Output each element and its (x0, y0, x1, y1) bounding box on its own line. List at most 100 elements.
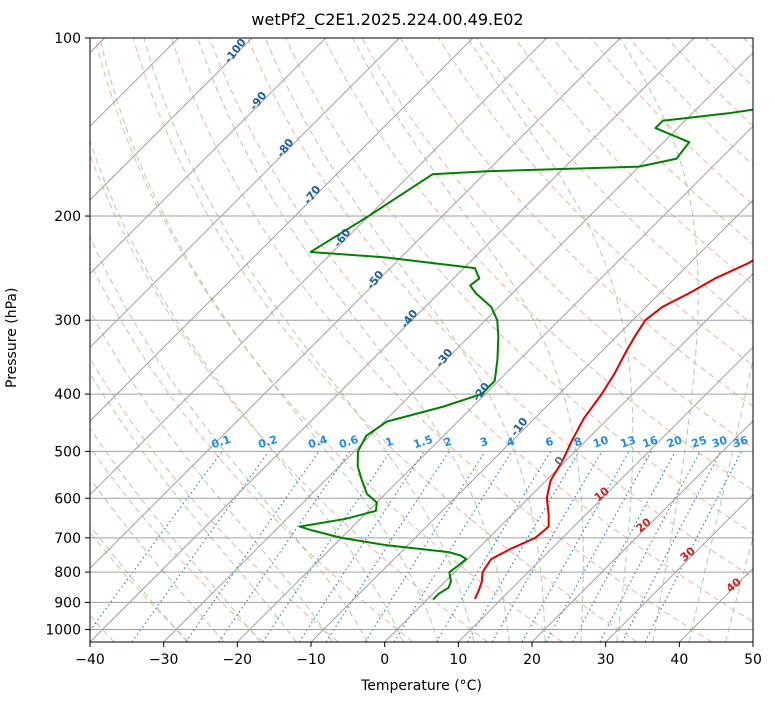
mixing-ratio-label: 2 (442, 435, 453, 450)
x-tick-label: 20 (523, 652, 541, 668)
dry-adiabat-line (90, 357, 339, 642)
dry-adiabat-line (323, 38, 753, 492)
mixing-ratio-label: 1.5 (412, 433, 435, 451)
dry-adiabat-line (628, 38, 753, 166)
dry-adiabat-line (132, 38, 638, 642)
mixing-ratio-line (435, 451, 552, 642)
mixing-ratio-label: 6 (544, 435, 556, 450)
dry-adiabat-label: -70 (301, 183, 324, 207)
mixing-ratio-label: 8 (572, 435, 583, 450)
moist-adiabat-line (619, 38, 699, 642)
mixing-ratio-line (185, 451, 320, 642)
dry-adiabat-label: -40 (398, 307, 421, 331)
mixing-ratio-label: 25 (690, 434, 709, 451)
x-tick-label: 40 (670, 652, 688, 668)
mixing-ratio-line (325, 451, 450, 642)
y-axis-label: Pressure (hPa) (4, 287, 20, 388)
y-tick-label: 1000 (45, 622, 81, 638)
dry-adiabat-line (208, 38, 753, 623)
dry-adiabat-line (743, 38, 753, 49)
x-tick-label: 30 (597, 652, 615, 668)
mixing-ratio-label: 3 (478, 435, 489, 450)
mixing-ratio-line (599, 451, 701, 642)
mixing-ratio-label: 36 (731, 433, 750, 450)
mixing-ratio-label: 4 (505, 435, 517, 450)
moist-adiabat-label: 10 (592, 484, 612, 504)
plot-frame (89, 37, 754, 643)
dry-adiabat-line (90, 261, 414, 642)
y-tick-label: 200 (54, 209, 81, 225)
x-tick-label: 50 (744, 652, 762, 668)
mixing-ratio-line (545, 451, 652, 642)
isotherm-line (531, 420, 753, 642)
x-tick-label: 0 (380, 652, 389, 668)
moist-adiabat-label: 20 (634, 515, 654, 535)
y-tick-label: 700 (54, 531, 81, 547)
x-tick-label: −40 (75, 652, 105, 668)
dry-adiabat-line (247, 38, 753, 578)
y-tick-label: 500 (54, 444, 81, 460)
x-tick-label: 10 (449, 652, 467, 668)
isotherm-line (90, 38, 179, 128)
moist-adiabat-line (90, 235, 369, 642)
mixing-ratio-label: 0.1 (210, 433, 233, 451)
isotherm-line (90, 38, 327, 275)
isotherm-line (90, 38, 253, 201)
moist-adiabat-label: 30 (678, 544, 698, 564)
isotherm-line (457, 346, 753, 642)
isotherm-line (90, 38, 400, 349)
dry-adiabat-label: -80 (274, 136, 297, 160)
x-tick-label: −20 (223, 652, 253, 668)
dry-adiabat-line (90, 531, 190, 642)
dry-adiabat-label: -100 (222, 36, 249, 66)
y-tick-label: 900 (54, 595, 81, 611)
moist-adiabat-line (264, 38, 546, 642)
mixing-ratio-label: 0.2 (257, 433, 280, 451)
dry-adiabat-line (476, 38, 753, 326)
isotherm-line (310, 199, 753, 642)
moist-adiabat-line (197, 38, 510, 642)
moist-adiabat-line (90, 309, 333, 642)
mixing-ratio-label: 30 (710, 433, 729, 450)
mixing-ratio-label: 10 (591, 433, 610, 450)
mixing-ratio-line (393, 451, 513, 642)
moist-adiabat-label: 40 (724, 575, 744, 595)
moist-adiabat-line (467, 38, 634, 642)
dry-adiabat-label: -20 (470, 380, 493, 404)
mixing-ratio-line (467, 451, 580, 642)
dry-adiabat-label: -60 (331, 226, 354, 250)
dry-adiabat-line (705, 38, 753, 88)
isotherm-line (752, 641, 753, 642)
x-axis-label: Temperature (°C) (361, 678, 482, 694)
dry-adiabat-line (437, 38, 753, 366)
moist-adiabat-line (90, 372, 297, 642)
dry-adiabat-label: -90 (247, 89, 270, 113)
isotherm-line (90, 38, 548, 496)
y-tick-label: 100 (54, 31, 81, 47)
moist-adiabat-line (90, 427, 261, 642)
dry-adiabat-line (514, 38, 753, 285)
isotherm-line (163, 51, 753, 642)
dry-adiabat-line (170, 38, 713, 642)
dry-adiabat-line (399, 38, 753, 408)
isotherm-line (384, 272, 753, 642)
dry-adiabat-line (90, 153, 488, 642)
dry-adiabat-line (90, 446, 264, 642)
mixing-ratio-label: 1 (384, 435, 395, 450)
y-tick-label: 300 (54, 313, 81, 329)
moist-adiabat-line (688, 356, 753, 642)
dry-adiabat-line (552, 38, 753, 245)
moist-adiabat-line (90, 139, 404, 642)
isotherm-line (90, 38, 621, 570)
x-tick-label: −10 (296, 652, 326, 668)
isotherm-line (90, 38, 695, 642)
x-tick-label: −30 (149, 652, 179, 668)
mixing-ratio-label: 16 (641, 433, 660, 450)
isotherm-line (90, 38, 474, 422)
moist-adiabat-line (90, 524, 188, 642)
y-tick-label: 400 (54, 387, 81, 403)
moist-adiabat-line (90, 477, 225, 642)
mixing-ratio-line (364, 451, 486, 642)
